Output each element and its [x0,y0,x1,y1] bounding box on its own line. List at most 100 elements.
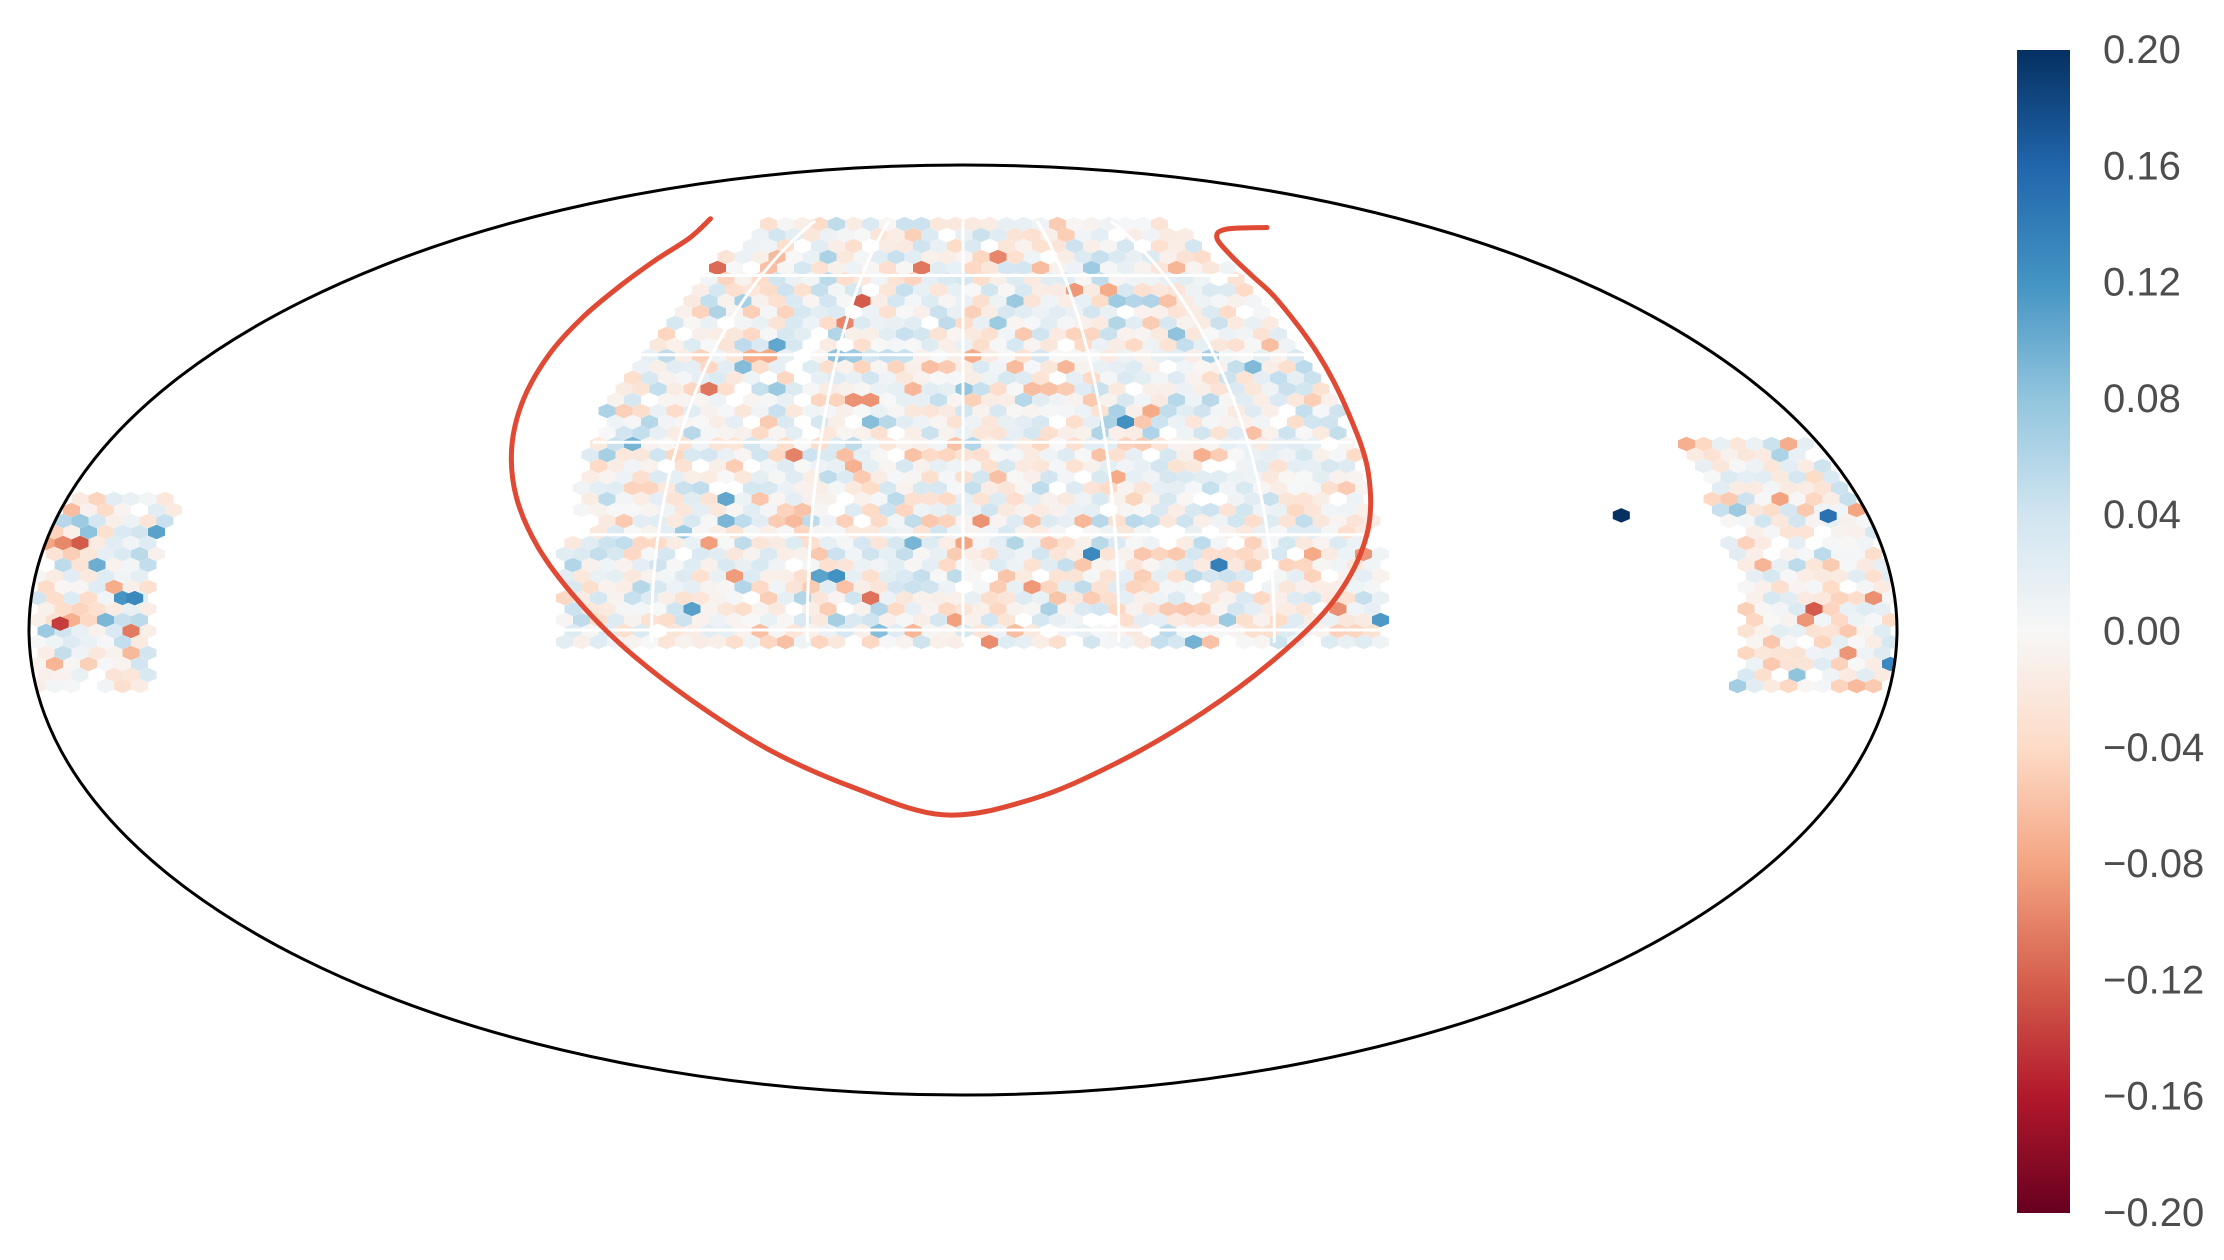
hex-pixel [1049,568,1066,584]
hex-pixel [88,513,106,529]
hex-pixel [1746,678,1763,694]
hex-pixel [904,579,922,595]
hex-pixel [1763,436,1780,452]
hex-pixel [794,502,811,518]
hex-pixel [122,557,140,573]
hex-pixel [1295,403,1313,419]
hex-pixel [1108,337,1126,353]
hex-pixel [1202,546,1219,562]
hex-pixel [896,216,913,232]
hex-pixel [1295,557,1313,573]
hex-pixel [777,260,794,276]
hex-pixel [1295,535,1313,551]
hex-pixel [777,634,794,650]
hex-pixel [998,392,1015,408]
map-boundary [27,163,1899,1097]
hex-pixel [63,546,80,562]
hex-pixel [1244,601,1262,617]
hex-pixel [1176,491,1194,507]
hex-pixel [1873,667,1891,683]
hex-pixel [1244,513,1262,529]
hex-pixel [998,502,1015,518]
hex-pixel [1695,436,1712,452]
hex-pixel [105,623,123,639]
hex-pixel [777,304,794,320]
hex-pixel [666,491,684,507]
hex-pixel [743,370,760,386]
hex-pixel [1134,590,1151,606]
hex-pixel [1083,568,1100,584]
hex-pixel [1321,502,1338,518]
hex-pixel [1746,458,1763,474]
hex-pixel [768,425,786,441]
hex-pixel [63,634,80,650]
hex-pixel [1193,425,1211,441]
hex-pixel [1270,546,1287,562]
hex-pixel [904,293,922,309]
hex-pixel [794,282,811,298]
hex-pixel [1125,557,1143,573]
hex-pixel [1006,227,1024,243]
hex-pixel [1321,612,1338,628]
hex-pixel [1066,216,1083,232]
hex-pixel [981,414,998,430]
hex-pixel [1219,326,1236,342]
hex-pixel [887,469,905,485]
hex-pixel [828,480,845,496]
hex-pixel [938,403,956,419]
hex-pixel [692,590,709,606]
hex-pixel [743,546,760,562]
hex-pixel [709,458,726,474]
hex-pixel [777,216,794,232]
hex-pixel [938,491,956,507]
hex-pixel [743,436,760,452]
hex-pixel [1754,645,1772,661]
hex-pixel [683,557,701,573]
hex-pixel [1202,480,1219,496]
hex-pixel [1057,447,1075,463]
hex-pixel [122,513,140,529]
hex-pixel [1134,216,1151,232]
hex-pixel [1278,469,1296,485]
hex-pixel [683,601,701,617]
hex-pixel [1057,315,1075,331]
hex-pixel [1066,436,1083,452]
hex-pixel [1831,590,1848,606]
hex-pixel [964,238,981,254]
hex-pixel [1117,326,1134,342]
hex-pixel [845,216,862,232]
hex-pixel [734,425,752,441]
hex-pixel [1006,557,1024,573]
hex-pixel [1049,392,1066,408]
hex-pixel [870,447,888,463]
hex-pixel [590,436,607,452]
hex-pixel [598,579,616,595]
hex-pixel [556,634,573,650]
hex-pixel [1176,359,1194,375]
hex-pixel [607,568,624,584]
hex-pixel [1312,447,1330,463]
hex-pixel [981,480,998,496]
hex-pixel [1873,601,1891,617]
hex-pixel [1703,447,1721,463]
hex-pixel [1185,634,1202,650]
hex-pixel [700,557,718,573]
hex-pixel [981,634,998,650]
hex-pixel [1100,392,1117,408]
hex-pixel [1142,381,1160,397]
hex-pixel [1805,491,1823,507]
hex-pixel [1788,469,1806,485]
hex-pixel [981,370,998,386]
hex-pixel [666,579,684,595]
hex-pixel [1049,326,1066,342]
hex-pixel [1091,249,1109,265]
hex-pixel [88,491,106,507]
hex-pixel [938,337,956,353]
hex-pixel [964,546,981,562]
hex-pixel [717,557,735,573]
hex-pixel [615,469,633,485]
hex-pixel [1822,667,1840,683]
hex-pixel [1797,612,1814,628]
hex-pixel [768,227,786,243]
hex-pixel [904,469,922,485]
